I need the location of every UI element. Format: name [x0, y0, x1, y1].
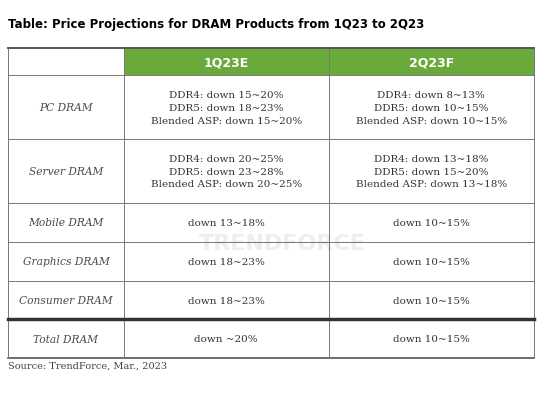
Text: down 10~15%: down 10~15% [393, 257, 470, 266]
Text: Table: Price Projections for DRAM Products from 1Q23 to 2Q23: Table: Price Projections for DRAM Produc… [8, 18, 424, 31]
Text: down 13~18%: down 13~18% [188, 218, 264, 227]
Text: Graphics DRAM: Graphics DRAM [23, 257, 109, 266]
Text: PC DRAM: PC DRAM [39, 103, 93, 113]
Bar [124, 49, 329, 76]
Text: DDR4: down 20~25%
DDR5: down 23~28%
Blended ASP: down 20~25%: DDR4: down 20~25% DDR5: down 23~28% Blen… [151, 154, 302, 189]
Text: DDR4: down 8~13%
DDR5: down 10~15%
Blended ASP: down 10~15%: DDR4: down 8~13% DDR5: down 10~15% Blend… [356, 91, 507, 126]
Text: down 10~15%: down 10~15% [393, 335, 470, 343]
Text: down 10~15%: down 10~15% [393, 296, 470, 305]
Text: 1Q23E: 1Q23E [204, 56, 249, 69]
Text: down ~20%: down ~20% [195, 335, 258, 343]
Text: 2Q23F: 2Q23F [409, 56, 454, 69]
Text: Consumer DRAM: Consumer DRAM [19, 295, 113, 305]
Text: DDR4: down 15~20%
DDR5: down 18~23%
Blended ASP: down 15~20%: DDR4: down 15~20% DDR5: down 18~23% Blen… [151, 91, 302, 126]
Text: down 10~15%: down 10~15% [393, 218, 470, 227]
Bar [329, 49, 534, 76]
Text: Total DRAM: Total DRAM [34, 334, 99, 344]
Text: Source: TrendForce, Mar., 2023: Source: TrendForce, Mar., 2023 [8, 360, 167, 369]
Text: down 18~23%: down 18~23% [188, 257, 264, 266]
Text: down 18~23%: down 18~23% [188, 296, 264, 305]
Text: Server DRAM: Server DRAM [29, 167, 103, 177]
Text: DDR4: down 13~18%
DDR5: down 15~20%
Blended ASP: down 13~18%: DDR4: down 13~18% DDR5: down 15~20% Blen… [356, 154, 507, 189]
Text: Mobile DRAM: Mobile DRAM [28, 218, 104, 228]
Text: TRENDFORCE: TRENDFORCE [198, 233, 365, 253]
